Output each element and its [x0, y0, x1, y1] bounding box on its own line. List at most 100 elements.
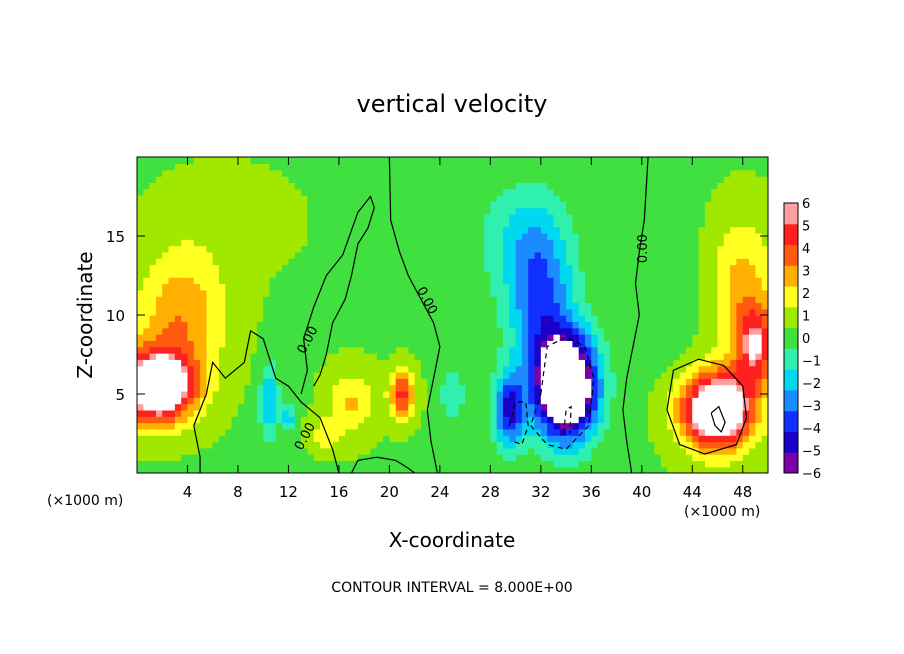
- heatmap-cell: [225, 454, 233, 462]
- heatmap-cell: [742, 169, 750, 177]
- heatmap-cell: [553, 352, 561, 360]
- heatmap-cell: [629, 359, 637, 367]
- heatmap-cell: [749, 384, 757, 392]
- heatmap-cell: [528, 308, 536, 316]
- heatmap-cell: [711, 390, 719, 398]
- heatmap-cell: [704, 277, 712, 285]
- heatmap-cell: [496, 346, 504, 354]
- heatmap-cell: [149, 340, 157, 348]
- heatmap-cell: [326, 365, 334, 373]
- heatmap-cell: [427, 283, 435, 291]
- heatmap-cell: [193, 365, 201, 373]
- heatmap-cell: [591, 359, 599, 367]
- heatmap-cell: [641, 296, 649, 304]
- heatmap-cell: [635, 333, 643, 341]
- heatmap-cell: [540, 333, 548, 341]
- heatmap-cell: [692, 308, 700, 316]
- heatmap-cell: [370, 403, 378, 411]
- heatmap-cell: [351, 327, 359, 335]
- heatmap-cell: [332, 213, 340, 221]
- heatmap-cell: [540, 207, 548, 215]
- heatmap-cell: [471, 213, 479, 221]
- heatmap-cell: [698, 296, 706, 304]
- heatmap-cell: [237, 397, 245, 405]
- heatmap-cell: [673, 466, 681, 473]
- heatmap-cell: [250, 390, 258, 398]
- heatmap-cell: [730, 245, 738, 253]
- heatmap-cell: [629, 340, 637, 348]
- heatmap-cell: [383, 327, 391, 335]
- heatmap-cell: [307, 296, 315, 304]
- heatmap-cell: [502, 460, 510, 468]
- heatmap-cell: [572, 409, 580, 417]
- heatmap-cell: [471, 359, 479, 367]
- heatmap-cell: [717, 435, 725, 443]
- heatmap-cell: [162, 296, 170, 304]
- heatmap-cell: [408, 239, 416, 247]
- heatmap-cell: [200, 315, 208, 323]
- heatmap-cell: [193, 308, 201, 316]
- heatmap-cell: [502, 397, 510, 405]
- heatmap-cell: [256, 384, 264, 392]
- heatmap-cell: [162, 371, 170, 379]
- heatmap-cell: [408, 289, 416, 297]
- heatmap-cell: [591, 435, 599, 443]
- heatmap-cell: [610, 201, 618, 209]
- heatmap-cell: [301, 302, 309, 310]
- heatmap-cell: [534, 239, 542, 247]
- heatmap-cell: [181, 365, 189, 373]
- heatmap-cell: [761, 441, 768, 449]
- heatmap-cell: [736, 397, 744, 405]
- heatmap-cell: [610, 157, 618, 165]
- heatmap-cell: [667, 188, 675, 196]
- heatmap-cell: [749, 213, 757, 221]
- heatmap-cell: [162, 258, 170, 266]
- heatmap-cell: [181, 245, 189, 253]
- heatmap-cell: [357, 264, 365, 272]
- heatmap-cell: [282, 169, 290, 177]
- heatmap-cell: [547, 188, 555, 196]
- heatmap-cell: [591, 157, 599, 165]
- heatmap-cell: [225, 460, 233, 468]
- heatmap-cell: [603, 409, 611, 417]
- heatmap-cell: [641, 213, 649, 221]
- heatmap-cell: [673, 283, 681, 291]
- heatmap-cell: [490, 397, 498, 405]
- heatmap-cell: [244, 321, 252, 329]
- heatmap-cell: [301, 188, 309, 196]
- heatmap-cell: [667, 226, 675, 234]
- heatmap-cell: [704, 390, 712, 398]
- heatmap-cell: [200, 435, 208, 443]
- heatmap-cell: [420, 359, 428, 367]
- heatmap-cell: [452, 333, 460, 341]
- heatmap-cell: [364, 194, 372, 202]
- heatmap-cell: [547, 397, 555, 405]
- heatmap-cell: [521, 409, 529, 417]
- heatmap-cell: [736, 403, 744, 411]
- heatmap-cell: [174, 245, 182, 253]
- heatmap-cell: [433, 213, 441, 221]
- heatmap-cell: [521, 201, 529, 209]
- heatmap-cell: [547, 226, 555, 234]
- heatmap-cell: [667, 207, 675, 215]
- heatmap-cell: [256, 308, 264, 316]
- heatmap-cell: [692, 169, 700, 177]
- heatmap-cell: [692, 352, 700, 360]
- heatmap-cell: [572, 441, 580, 449]
- heatmap-cell: [755, 163, 763, 171]
- heatmap-cell: [275, 194, 283, 202]
- heatmap-cell: [591, 232, 599, 240]
- heatmap-cell: [679, 213, 687, 221]
- heatmap-cell: [648, 188, 656, 196]
- heatmap-cell: [187, 327, 195, 335]
- heatmap-cell: [572, 163, 580, 171]
- heatmap-cell: [395, 258, 403, 266]
- heatmap-cell: [742, 251, 750, 259]
- heatmap-cell: [357, 296, 365, 304]
- heatmap-cell: [395, 283, 403, 291]
- heatmap-cell: [755, 466, 763, 473]
- heatmap-cell: [206, 428, 214, 436]
- heatmap-cell: [736, 384, 744, 392]
- heatmap-cell: [641, 403, 649, 411]
- heatmap-cell: [269, 213, 277, 221]
